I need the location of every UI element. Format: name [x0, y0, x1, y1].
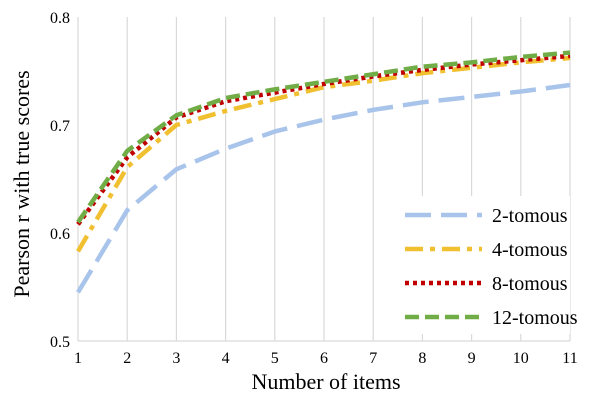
series-line-12-tomous: [76, 50, 571, 224]
x-tick-label: 8: [418, 350, 426, 367]
axes: 1 2 3 4 5 6 7 8 9 10 11 0.5 0.6 0.7 0.8: [50, 10, 578, 367]
legend-label: 2-tomous: [492, 205, 568, 227]
legend-background: [398, 196, 570, 334]
y-tick-label: 0.8: [50, 10, 70, 27]
x-tick-label: 6: [320, 350, 328, 367]
legend-label: 12-tomous: [492, 307, 578, 329]
x-tick-label: 4: [222, 350, 230, 367]
x-tick-label: 3: [172, 350, 180, 367]
x-tick-label: 9: [468, 350, 476, 367]
x-axis-title: Number of items: [251, 369, 400, 394]
legend: 2-tomous 4-tomous 8-tomous 12-tomous: [398, 196, 578, 334]
x-tick-label: 7: [369, 350, 377, 367]
series-line-4-tomous: [76, 55, 571, 253]
series-lines: [76, 50, 571, 294]
x-tick-label: 1: [74, 350, 82, 367]
y-axis-title: Pearson r with true scores: [9, 70, 34, 297]
x-tick-label: 10: [513, 350, 529, 367]
series-line-2-tomous: [76, 82, 571, 294]
series-line-8-tomous: [76, 53, 571, 226]
x-tick-label: 2: [123, 350, 131, 367]
x-tick-label: 11: [562, 350, 577, 367]
y-tick-label: 0.7: [50, 118, 70, 135]
legend-label: 8-tomous: [492, 273, 568, 295]
legend-label: 4-tomous: [492, 239, 568, 261]
y-tick-label: 0.6: [50, 226, 70, 243]
y-tick-label: 0.5: [50, 334, 70, 351]
x-tick-label: 5: [271, 350, 279, 367]
